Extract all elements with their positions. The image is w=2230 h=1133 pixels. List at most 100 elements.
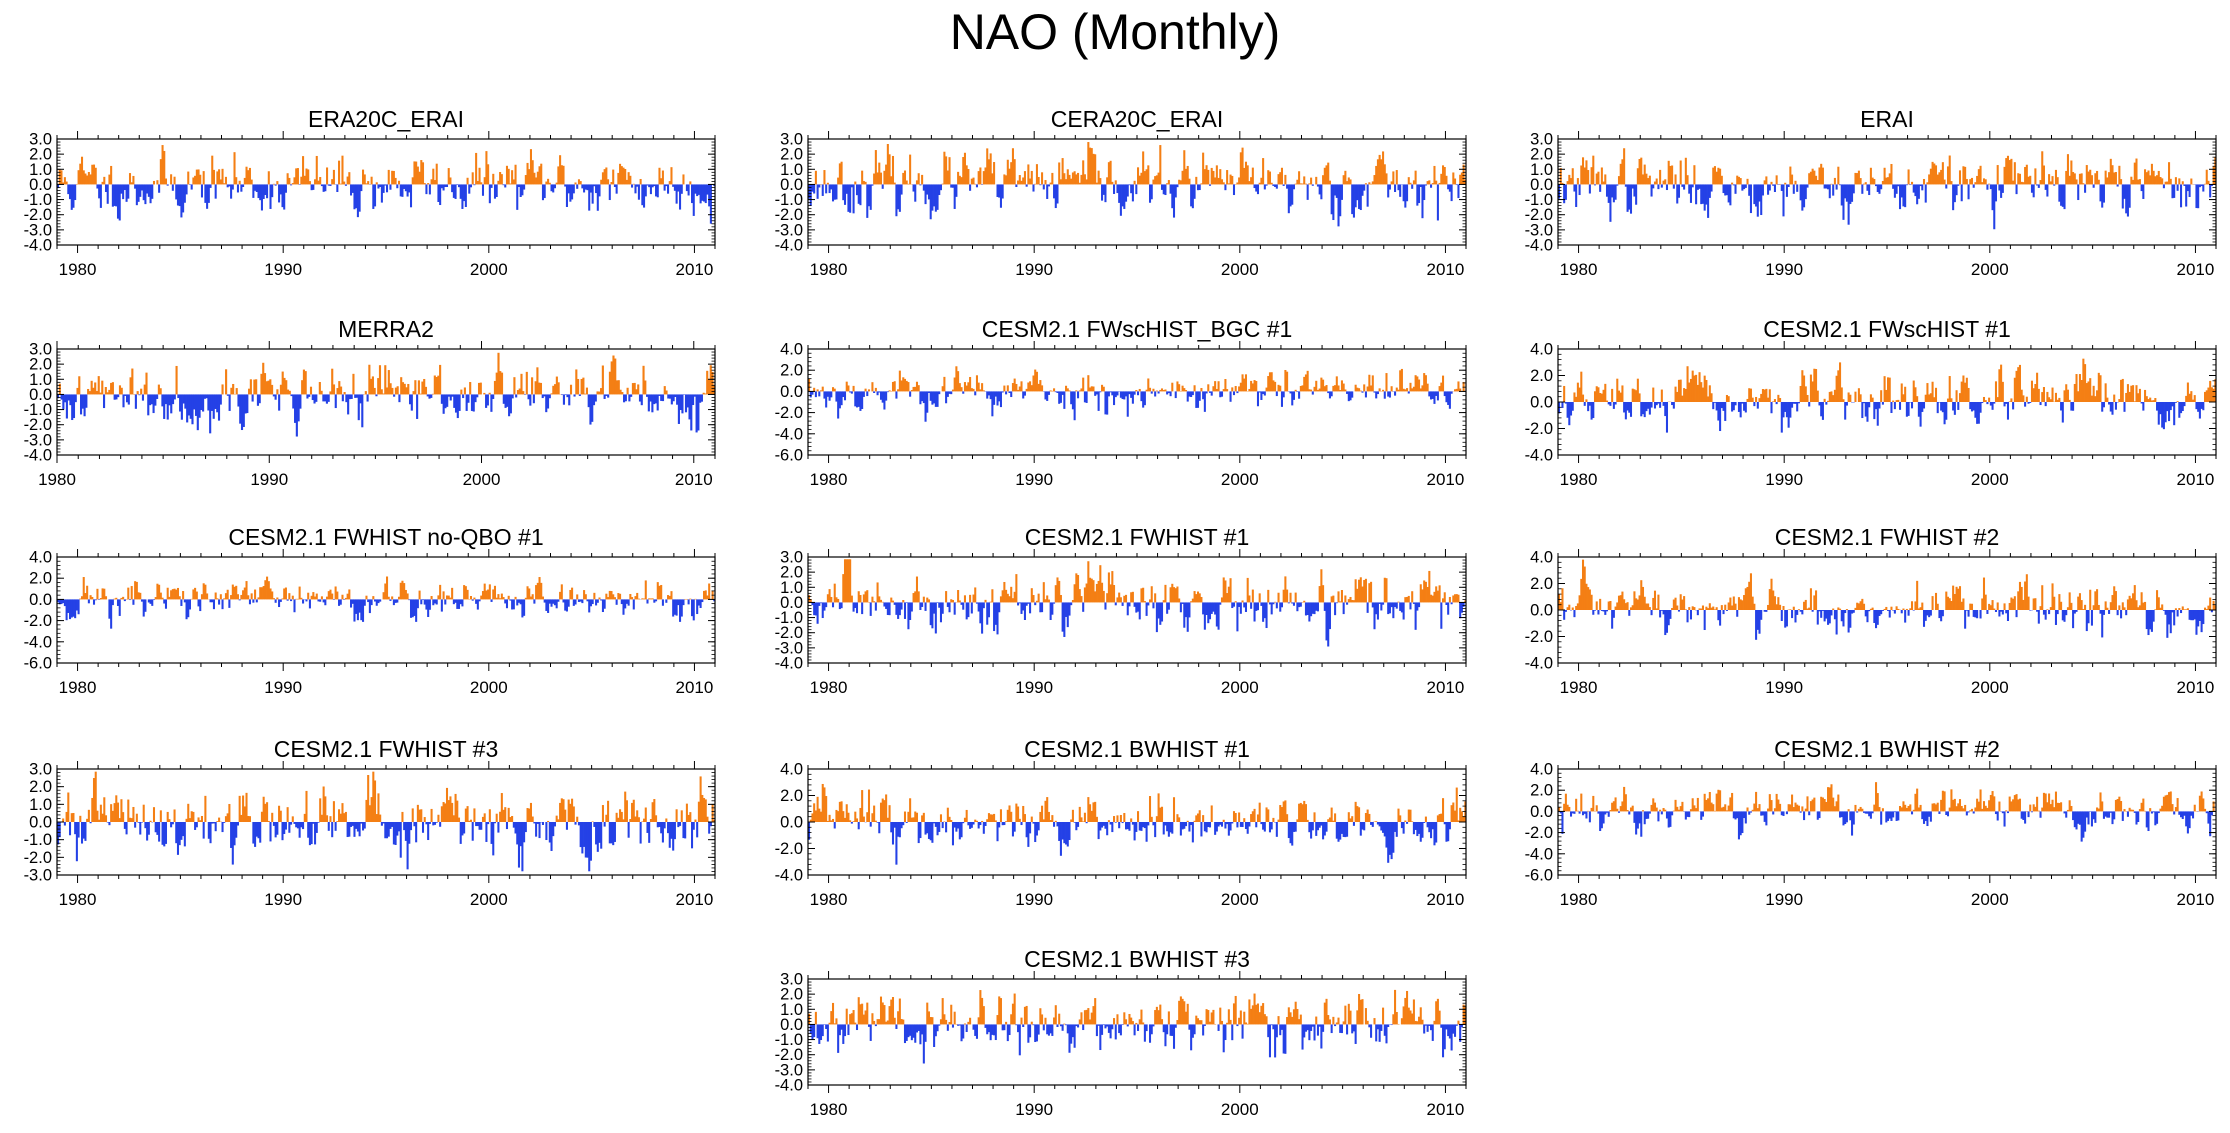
negative-bar — [117, 394, 120, 398]
positive-bar — [1378, 154, 1381, 185]
positive-bar — [982, 390, 985, 392]
negative-bar — [1376, 391, 1379, 395]
negative-bar — [1402, 184, 1405, 202]
negative-bar — [292, 394, 295, 409]
positive-bar — [1400, 368, 1403, 392]
negative-bar — [2075, 610, 2078, 612]
positive-bar — [414, 380, 417, 395]
positive-bar — [970, 388, 973, 392]
negative-bar — [581, 184, 584, 189]
positive-bar — [1390, 386, 1393, 392]
positive-bar — [1854, 607, 1857, 610]
negative-bar — [1138, 602, 1141, 620]
positive-bar — [1717, 167, 1720, 185]
negative-bar — [692, 394, 695, 406]
positive-bar — [641, 598, 644, 600]
positive-bar — [842, 574, 845, 603]
positive-bar — [1775, 175, 1778, 185]
negative-bar — [845, 184, 848, 194]
positive-bar — [1701, 387, 1704, 402]
negative-bar — [1705, 184, 1708, 205]
negative-bar — [1202, 391, 1205, 400]
negative-bar — [1912, 184, 1915, 193]
positive-bar — [1061, 158, 1064, 185]
positive-bar — [1412, 180, 1415, 185]
positive-bar — [253, 379, 256, 395]
positive-bar — [1037, 177, 1040, 185]
positive-bar — [62, 818, 65, 822]
negative-bar — [161, 822, 164, 845]
negative-bar — [2169, 610, 2172, 634]
positive-bar — [1676, 605, 1679, 610]
positive-bar — [1701, 605, 1704, 610]
negative-bar — [987, 391, 990, 396]
positive-bar — [605, 167, 608, 185]
negative-bar — [1292, 602, 1295, 606]
negative-bar — [1085, 391, 1088, 403]
positive-bar — [317, 180, 320, 185]
negative-bar — [1205, 602, 1208, 615]
negative-bar — [188, 599, 191, 610]
positive-bar — [1409, 382, 1412, 392]
negative-bar — [640, 394, 643, 406]
positive-bar — [1765, 176, 1768, 185]
positive-bar — [1443, 592, 1446, 603]
negative-bar — [516, 599, 519, 606]
positive-bar — [2078, 374, 2081, 402]
negative-bar — [2090, 610, 2093, 626]
negative-bar — [113, 394, 116, 400]
negative-bar — [255, 599, 258, 603]
positive-bar — [2113, 172, 2116, 185]
negative-bar — [72, 599, 75, 617]
positive-bar — [1748, 388, 1751, 402]
positive-bar — [1344, 389, 1347, 392]
positive-bar — [1965, 377, 1968, 402]
negative-bar — [474, 394, 477, 403]
positive-bar — [1691, 370, 1694, 402]
negative-bar — [1215, 602, 1218, 627]
negative-bar — [553, 599, 556, 606]
negative-bar — [1979, 610, 1982, 619]
positive-bar — [1339, 390, 1342, 392]
positive-bar — [387, 169, 390, 185]
negative-bar — [327, 394, 330, 402]
positive-bar — [192, 177, 195, 185]
positive-bar — [375, 814, 378, 822]
positive-bar — [972, 177, 975, 185]
positive-bar — [847, 559, 850, 603]
negative-bar — [547, 599, 550, 613]
positive-bar — [370, 176, 373, 185]
negative-bar — [1236, 602, 1239, 632]
negative-bar — [74, 822, 77, 835]
negative-bar — [1686, 610, 1689, 623]
negative-bar — [837, 391, 840, 419]
negative-bar — [178, 822, 181, 846]
negative-bar — [588, 184, 591, 211]
positive-bar — [2024, 167, 2027, 185]
negative-bar — [873, 391, 876, 393]
positive-bar — [1652, 387, 1655, 402]
negative-bar — [339, 599, 342, 605]
negative-bar — [1561, 402, 1564, 408]
positive-bar — [1725, 394, 1728, 402]
negative-bar — [1148, 184, 1152, 203]
positive-bar — [2027, 596, 2030, 610]
positive-bar — [2068, 175, 2071, 185]
positive-bar — [1982, 396, 1986, 402]
positive-bar — [168, 819, 171, 822]
negative-bar — [354, 394, 357, 398]
negative-bar — [2188, 610, 2191, 620]
negative-bar — [869, 184, 872, 210]
negative-bar — [274, 394, 277, 400]
negative-bar — [1845, 184, 1848, 202]
positive-bar — [1808, 173, 1811, 185]
positive-bar — [413, 161, 416, 185]
positive-bar — [405, 387, 408, 395]
x-tick-label: 2000 — [470, 260, 508, 279]
positive-bar — [955, 366, 958, 392]
negative-bar — [1022, 602, 1025, 611]
positive-bar — [329, 391, 332, 395]
positive-bar — [2080, 380, 2083, 402]
positive-bar — [1442, 375, 1445, 392]
negative-bar — [135, 184, 138, 206]
